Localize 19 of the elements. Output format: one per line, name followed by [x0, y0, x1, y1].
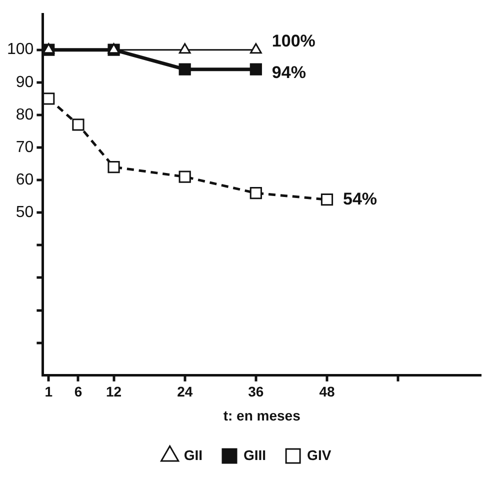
- x-axis-title: t: en meses: [223, 407, 301, 424]
- y-tick-label: 50: [16, 204, 34, 222]
- legend-label: GIV: [307, 446, 332, 463]
- y-tick-label: 60: [16, 171, 34, 188]
- annotation: 94%: [272, 63, 306, 82]
- annotation: 100%: [272, 32, 316, 50]
- y-tick-label: 70: [16, 138, 34, 156]
- y-tick-label: 100: [6, 41, 34, 58]
- legend-label: GIII: [243, 446, 266, 463]
- x-tick-label: 36: [248, 384, 264, 400]
- y-tick-label: 90: [16, 74, 34, 91]
- y-tick-label: 80: [16, 106, 34, 124]
- x-tick-label: 48: [319, 384, 335, 400]
- x-tick-label: 6: [74, 384, 82, 400]
- legend-label: GII: [184, 446, 202, 463]
- x-tick-label: 1: [44, 384, 53, 400]
- annotation: 54%: [343, 189, 378, 208]
- x-tick-label: 24: [177, 384, 193, 400]
- x-tick-label: 12: [106, 384, 122, 400]
